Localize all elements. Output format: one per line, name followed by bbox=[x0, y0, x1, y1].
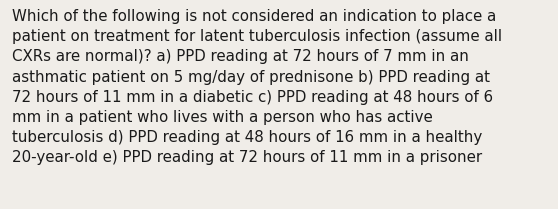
Text: Which of the following is not considered an indication to place a
patient on tre: Which of the following is not considered… bbox=[12, 9, 502, 165]
